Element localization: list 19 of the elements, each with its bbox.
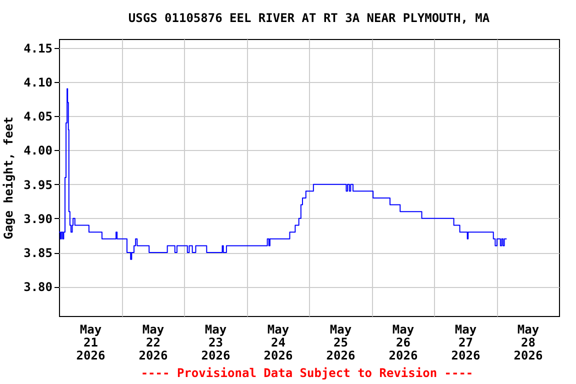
x-tick-label: May 23 2026: [201, 322, 230, 362]
x-tick-label: May 24 2026: [264, 322, 293, 362]
text: ---- Provisional Data Subject to Revision ----: [140, 366, 474, 380]
chart-title: USGS 01105876 EEL RIVER AT RT 3A NEAR PLYMOUTH, MA: [128, 11, 490, 25]
y-tick-label: 3.80: [24, 280, 52, 294]
y-tick-label: 4.05: [24, 110, 52, 124]
x-tick-label: May 26 2026: [388, 322, 418, 362]
y-tick-label: 4.15: [24, 41, 52, 56]
y-tick-label: 3.95: [24, 178, 52, 192]
y-tick-label: 4.00: [24, 144, 52, 158]
y-tick-label: 3.85: [24, 246, 52, 260]
x-tick-label: May 21 2026: [76, 322, 106, 362]
y-tick-label: 4.10: [24, 75, 52, 90]
y-tick-label: 3.90: [24, 212, 52, 226]
x-tick-label: May 22 2026: [138, 322, 168, 362]
x-tick-label: May 25 2026: [326, 322, 356, 362]
y-axis-title: Gage height, feet: [2, 116, 16, 240]
x-tick-label: May 28 2026: [514, 322, 543, 362]
x-tick-label: May 27 2026: [451, 322, 480, 362]
